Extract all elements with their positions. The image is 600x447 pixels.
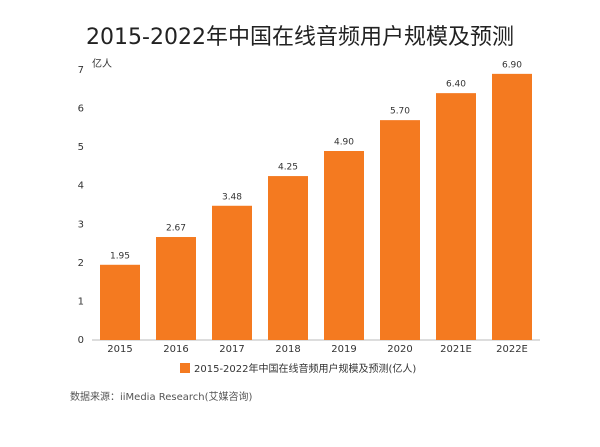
value-label: 1.95: [110, 251, 130, 261]
y-tick-label: 0: [78, 335, 84, 346]
x-tick-label: 2019: [331, 344, 356, 355]
x-tick-label: 2018: [275, 344, 300, 355]
value-label: 4.25: [278, 163, 298, 173]
x-tick-label: 2016: [163, 344, 188, 355]
value-label: 4.90: [334, 138, 354, 148]
bar: [492, 73, 532, 340]
chart-title: 2015-2022年中国在线音频用户规模及预测: [86, 25, 514, 50]
y-tick-label: 5: [78, 142, 84, 153]
bar: [324, 151, 364, 340]
y-tick-label: 6: [78, 104, 84, 115]
x-tick-label: 2022E: [496, 344, 528, 355]
source: 数据来源：iiMedia Research(艾媒咨询): [70, 390, 253, 403]
bar: [380, 120, 420, 341]
y-tick-label: 3: [78, 219, 84, 230]
x-tick-label: 2020: [387, 344, 412, 355]
y-tick-label: 4: [78, 181, 84, 192]
legend-label: 2015-2022年中国在线音频用户规模及预测(亿人): [194, 362, 416, 375]
legend-swatch: [180, 363, 190, 373]
value-label: 6.90: [502, 60, 522, 70]
value-label: 2.67: [166, 224, 186, 234]
bar: [268, 176, 308, 340]
y-unit: 亿人: [92, 57, 112, 70]
bar: [436, 93, 476, 341]
x-tick-label: 2017: [219, 344, 244, 355]
bar: [212, 205, 252, 340]
value-label: 5.70: [390, 107, 410, 117]
bar: [156, 237, 196, 340]
x-tick-label: 2021E: [440, 344, 472, 355]
value-label: 3.48: [222, 192, 242, 202]
value-label: 6.40: [446, 80, 466, 90]
y-tick-label: 7: [78, 65, 84, 76]
bar: [100, 264, 140, 340]
x-tick-label: 2015: [107, 344, 132, 355]
y-tick-label: 1: [78, 296, 84, 307]
y-tick-label: 2: [78, 258, 84, 269]
